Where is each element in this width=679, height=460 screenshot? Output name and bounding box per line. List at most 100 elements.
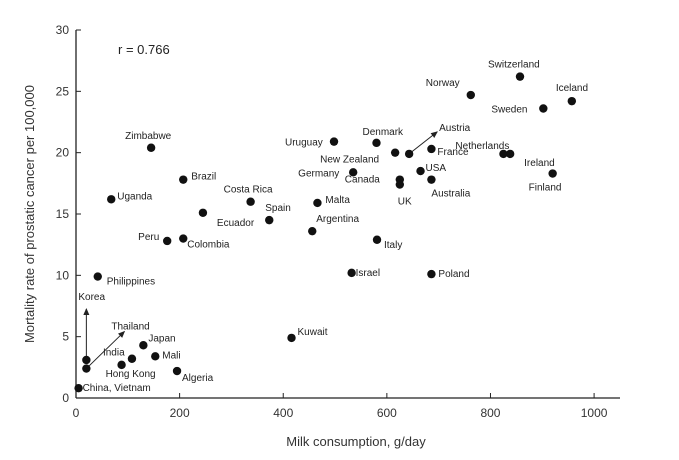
point-label: Colombia	[187, 240, 230, 251]
data-point	[515, 72, 525, 81]
point-label: Spain	[265, 203, 291, 214]
point-label: Philippines	[107, 277, 155, 288]
point-label: Uruguay	[285, 138, 323, 149]
data-point	[499, 149, 508, 159]
x-tick-label: 1000	[581, 406, 608, 420]
data-point	[313, 198, 322, 208]
annotation-arrow	[408, 131, 438, 155]
y-tick-label: 0	[62, 391, 69, 405]
data-point	[390, 148, 400, 157]
point-label: Peru	[138, 232, 159, 243]
point-label: Australia	[431, 189, 470, 200]
data-point	[548, 169, 557, 178]
point-label: Poland	[438, 269, 469, 280]
data-point	[265, 215, 274, 225]
point-label: Sweden	[491, 105, 527, 116]
point-label: Iceland	[556, 83, 588, 94]
data-point	[287, 333, 296, 343]
y-tick-label: 30	[56, 23, 70, 37]
data-point	[347, 268, 356, 278]
point-label: USA	[426, 163, 447, 174]
y-tick-label: 10	[56, 268, 70, 282]
x-tick-label: 200	[170, 406, 190, 420]
data-point	[107, 195, 116, 204]
point-label: Norway	[426, 78, 460, 89]
data-point	[146, 143, 156, 152]
data-point	[567, 96, 577, 106]
data-point	[82, 355, 91, 365]
y-tick-label: 5	[62, 330, 69, 344]
point-label: Hong Kong	[106, 369, 156, 380]
data-point	[117, 360, 126, 370]
point-label: Uganda	[117, 191, 152, 202]
data-point	[395, 180, 405, 189]
point-label: Canada	[345, 175, 380, 186]
x-tick-label: 400	[273, 406, 293, 420]
x-tick-label: 600	[377, 406, 397, 420]
data-point	[416, 166, 425, 176]
data-point	[348, 168, 358, 177]
data-point	[172, 366, 182, 376]
data-point	[427, 175, 436, 184]
y-tick-label: 20	[56, 146, 70, 160]
data-points	[74, 72, 577, 393]
axis-ticks: 0 5 10 15 20 25 30 0 200 400 600 800 1000	[56, 23, 608, 420]
data-point	[127, 354, 137, 363]
point-label: Zimbabwe	[125, 131, 172, 142]
point-label: Austria	[439, 123, 471, 134]
y-tick-label: 15	[56, 207, 70, 221]
x-tick-label: 0	[73, 406, 80, 420]
point-label: Finland	[529, 183, 562, 194]
data-point	[372, 235, 382, 244]
point-label: Germany	[298, 168, 339, 179]
data-point	[246, 197, 255, 206]
point-label: Costa Rica	[224, 185, 273, 196]
annotation-arrows	[83, 131, 438, 369]
point-label: Thailand	[111, 322, 149, 333]
data-point	[505, 149, 515, 159]
point-label: Algeria	[182, 373, 214, 384]
data-point	[372, 138, 381, 148]
point-label: Ecuador	[217, 218, 255, 229]
annotation-arrow	[86, 330, 126, 369]
data-point	[74, 383, 83, 393]
point-label: Israel	[356, 268, 380, 279]
data-point	[427, 144, 436, 154]
data-point	[179, 175, 188, 184]
point-labels: Switzerland Iceland Norway Sweden Austria Net…	[78, 60, 588, 395]
point-label: Argentina	[316, 214, 359, 225]
point-label: New Zealand	[320, 155, 379, 166]
data-point	[404, 149, 414, 159]
data-point	[179, 234, 188, 243]
point-label: UK	[398, 197, 412, 208]
point-label: Malta	[325, 195, 350, 206]
data-point	[539, 104, 548, 113]
point-label: Italy	[384, 240, 402, 251]
point-label: India	[103, 348, 125, 359]
data-point	[427, 269, 436, 279]
point-label: Mali	[162, 350, 180, 361]
data-point	[139, 341, 148, 350]
x-axis-title: Milk consumption, g/day	[286, 434, 426, 449]
point-label: Denmark	[362, 127, 404, 138]
data-point	[329, 137, 339, 146]
point-label: France	[437, 147, 469, 158]
correlation-annotation: r = 0.766	[118, 42, 170, 57]
data-point	[308, 226, 317, 236]
point-label: Netherlands	[455, 141, 509, 152]
point-label: Brazil	[191, 172, 216, 183]
point-label: Kuwait	[298, 327, 328, 338]
point-label: Switzerland	[488, 60, 540, 71]
x-tick-label: 800	[480, 406, 500, 420]
data-point	[466, 90, 475, 100]
point-label: Japan	[148, 333, 175, 344]
y-tick-label: 25	[56, 84, 70, 98]
data-point	[198, 208, 208, 217]
point-label: China, Vietnam	[83, 383, 151, 394]
point-label: Ireland	[524, 158, 555, 169]
point-label: Korea	[78, 292, 105, 303]
data-point	[82, 364, 91, 373]
data-point	[162, 236, 172, 246]
y-axis-title: Mortality rate of prostatic cancer per 1…	[22, 85, 37, 343]
